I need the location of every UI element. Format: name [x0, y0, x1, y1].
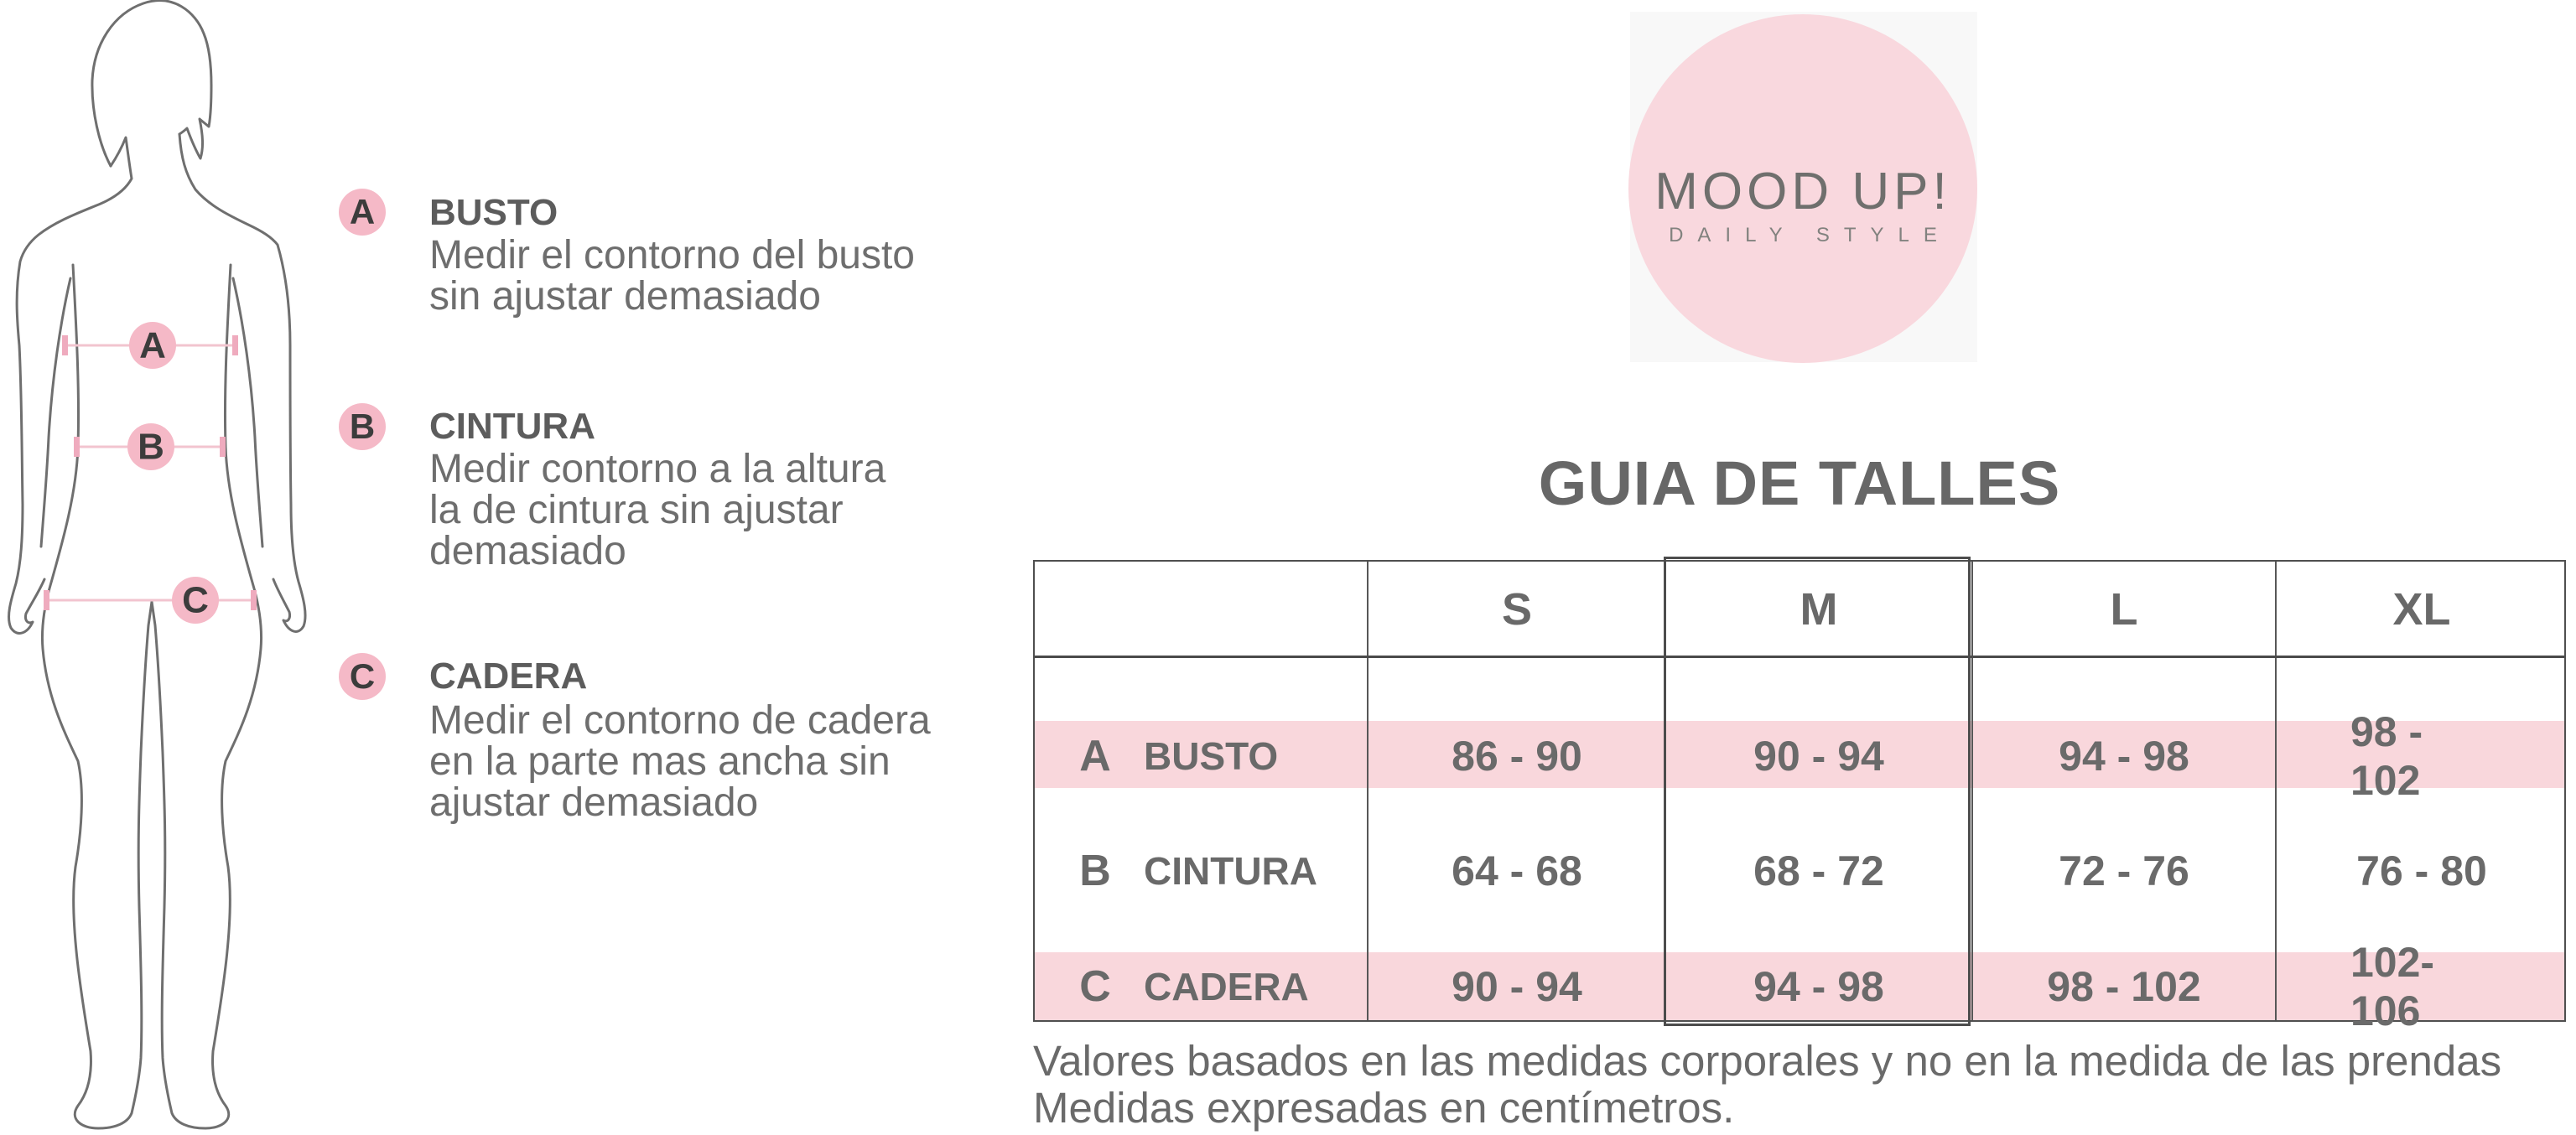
instruction-text-cintura: Medir contorno a la altura la de cintura…	[429, 448, 886, 572]
brand-logo: MOOD UP! DAILY STYLE	[1628, 14, 1977, 363]
cell-cadera-l: 98 - 102	[2047, 963, 2201, 1010]
brand-logo-tagline: DAILY STYLE	[1669, 224, 1951, 246]
brand-logo-wordmark: MOOD UP!	[1654, 163, 1951, 220]
row-label-busto: BUSTO	[1144, 734, 1279, 778]
footnotes: Valores basados en las medidas corporale…	[1033, 1038, 2501, 1132]
silhouette-outline	[8, 0, 307, 1130]
body-markers: A B C	[127, 322, 219, 624]
cell-cintura-m: 68 - 72	[1753, 847, 1884, 894]
cell-cadera-s: 90 - 94	[1452, 963, 1582, 1010]
instruction-heading-busto: BUSTO	[429, 192, 558, 233]
marker-b-letter: B	[138, 427, 164, 468]
cell-cintura-l: 72 - 76	[2059, 847, 2189, 894]
cell-cintura-s: 64 - 68	[1452, 847, 1582, 894]
row-letter-b: B	[1079, 847, 1111, 895]
page-title: GUIA DE TALLES	[1538, 448, 2061, 518]
row-label-cintura: CINTURA	[1144, 849, 1317, 893]
marker-c-circle	[172, 577, 219, 624]
bullet-c-icon: C	[339, 653, 386, 700]
instruction-text-cadera: Medir el contorno de cadera en la parte …	[429, 700, 931, 823]
size-header-l: L	[2110, 584, 2138, 635]
instruction-line: Medir el contorno de cadera	[429, 698, 931, 743]
size-header-m: M	[1800, 584, 1838, 635]
cell-cadera-xl: 102- 106	[2350, 939, 2435, 1034]
column-divider	[1664, 562, 1665, 1020]
instruction-line: sin ajustar demasiado	[429, 274, 821, 319]
row-highlight-cadera	[1035, 952, 2564, 1020]
instruction-heading-cintura: CINTURA	[429, 406, 595, 447]
instruction-line: ajustar demasiado	[429, 780, 759, 825]
column-divider	[1971, 562, 1973, 1020]
marker-a-letter: A	[139, 325, 166, 366]
row-letter-c: C	[1079, 962, 1111, 1011]
instruction-line: en la parte mas ancha sin	[429, 739, 891, 784]
column-divider	[1367, 562, 1368, 1020]
marker-c-letter: C	[182, 580, 209, 621]
header-divider	[1035, 656, 2564, 658]
cell-busto-xl: 98 - 102	[2350, 708, 2423, 804]
instruction-line: Medir contorno a la altura	[429, 447, 886, 491]
cell-busto-l: 94 - 98	[2059, 733, 2189, 780]
instruction-line: Medir el contorno del busto	[429, 233, 915, 277]
instruction-line: la de cintura sin ajustar	[429, 488, 844, 532]
size-table: S M L XL A BUSTO 86 - 90 90 - 94 94 - 98…	[1033, 557, 2566, 1034]
row-letter-a: A	[1079, 732, 1111, 780]
size-header-xl: XL	[2392, 584, 2451, 635]
footnote-line-1: Valores basados en las medidas corporale…	[1033, 1037, 2502, 1085]
cell-busto-m: 90 - 94	[1753, 733, 1884, 780]
footnote-line-2: Medidas expresadas en centímetros.	[1033, 1084, 1735, 1132]
cell-cintura-xl: 76 - 80	[2356, 847, 2487, 894]
row-label-cadera: CADERA	[1144, 965, 1309, 1008]
body-silhouette-figure: A B C	[8, 0, 307, 1130]
marker-a-circle	[129, 322, 176, 369]
cell-busto-s: 86 - 90	[1452, 733, 1582, 780]
bullet-a-icon: A	[339, 189, 386, 236]
instruction-line: demasiado	[429, 529, 626, 573]
cell-cadera-m: 94 - 98	[1753, 963, 1884, 1010]
instruction-text-busto: Medir el contorno del busto sin ajustar …	[429, 235, 915, 317]
bullet-b-icon: B	[339, 403, 386, 450]
column-divider	[2275, 562, 2277, 1020]
row-highlight-busto	[1035, 721, 2564, 788]
instruction-heading-cadera: CADERA	[429, 656, 588, 697]
size-header-s: S	[1501, 584, 1533, 635]
marker-b-circle	[127, 423, 174, 470]
